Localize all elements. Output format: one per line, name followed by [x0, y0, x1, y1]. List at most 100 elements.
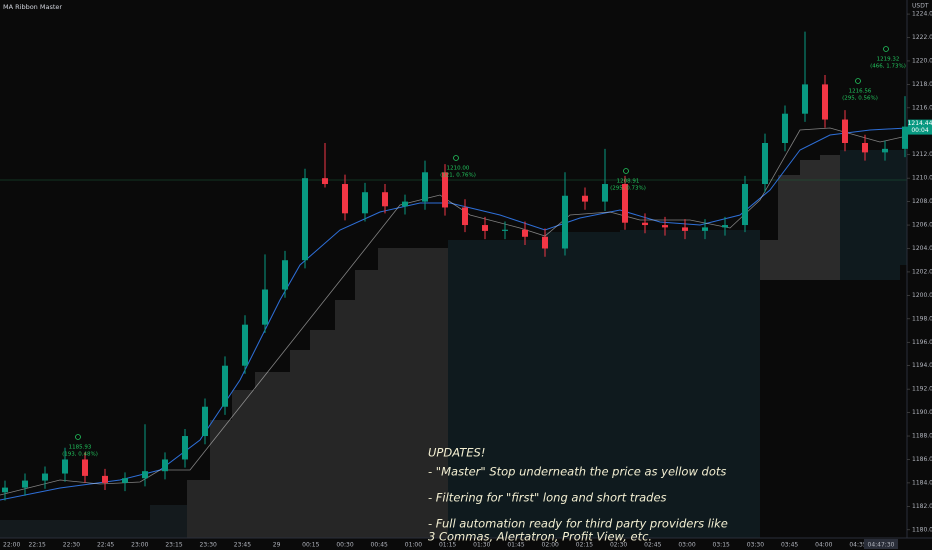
candle-body: [702, 227, 708, 231]
trade-price: 1216.56: [849, 89, 872, 95]
trade-detail: (295, 0.56%): [842, 96, 878, 102]
candle-body: [742, 184, 748, 226]
y-tick-label: 1190.00: [912, 409, 932, 416]
candle-body: [82, 459, 88, 476]
y-tick-label: 1220.00: [912, 57, 932, 64]
y-tick-label: 1202.00: [912, 268, 932, 275]
x-tick-label: 03:00: [678, 542, 695, 549]
x-tick-label: 23:00: [131, 542, 148, 549]
x-tick-label: 04:35: [849, 542, 866, 549]
y-tick-label: 1222.00: [912, 34, 932, 41]
x-tick-label: 01:30: [473, 542, 490, 549]
y-tick-label: 1188.00: [912, 433, 932, 440]
annotation-line: 3 Commas, Alertatron, Profit View, etc.: [428, 530, 652, 544]
stop-region: [760, 155, 840, 280]
candle-body: [722, 225, 728, 228]
candle-body: [202, 406, 208, 437]
x-tick-label: 01:00: [405, 542, 422, 549]
candle-body: [502, 229, 508, 231]
stop-region: [0, 505, 187, 538]
trade-price: 1208.91: [617, 179, 640, 185]
x-tick-label: 22:00: [3, 542, 20, 549]
currency-label: USDT: [912, 3, 929, 10]
candle-body: [602, 184, 608, 202]
trade-marker: [855, 78, 861, 84]
candle-body: [182, 436, 188, 460]
trade-marker: [453, 155, 459, 161]
x-tick-label: 03:15: [713, 542, 730, 549]
candle-body: [462, 207, 468, 226]
trade-detail: (295, 0.73%): [610, 186, 646, 192]
trade-price: 1185.93: [69, 445, 92, 451]
candle-body: [402, 201, 408, 207]
x-tick-label: 01:45: [507, 542, 524, 549]
x-tick-label: 00:30: [336, 542, 353, 549]
candle-body: [62, 459, 68, 474]
candle-body: [342, 184, 348, 214]
y-tick-label: 1210.00: [912, 175, 932, 182]
candle-body: [782, 113, 788, 143]
candle-body: [582, 195, 588, 202]
candle-body: [242, 324, 248, 366]
y-tick-label: 1182.00: [912, 503, 932, 510]
candle-body: [902, 126, 908, 149]
y-tick-label: 1198.00: [912, 315, 932, 322]
stop-region: [840, 150, 907, 280]
candle-body: [222, 365, 228, 407]
last-price-timer: 00:04: [911, 127, 928, 134]
candle-body: [422, 172, 428, 202]
trade-marker: [883, 46, 889, 52]
candle-body: [142, 471, 148, 479]
x-tick-label: 22:30: [63, 542, 80, 549]
candle-body: [642, 222, 648, 226]
candle-body: [562, 195, 568, 249]
x-tick-label: 01:15: [439, 542, 456, 549]
x-tick-label: 02:00: [542, 542, 559, 549]
candle-body: [42, 473, 48, 481]
x-tick-label: 04:00: [815, 542, 832, 549]
stop-region: [187, 248, 448, 538]
y-tick-label: 1200.00: [912, 292, 932, 299]
y-tick-label: 1206.00: [912, 222, 932, 229]
trade-price: 1219.32: [877, 57, 900, 63]
x-tick-label: 03:45: [781, 542, 798, 549]
candle-body: [2, 487, 8, 493]
candle-body: [122, 478, 128, 483]
candles: [2, 31, 908, 501]
candle-body: [262, 289, 268, 325]
candle-body: [302, 178, 308, 261]
candle-body: [482, 225, 488, 231]
y-tick-label: 1192.00: [912, 386, 932, 393]
x-tick-label: 02:30: [610, 542, 627, 549]
candle-body: [282, 260, 288, 290]
y-tick-label: 1224.00: [912, 11, 932, 18]
candle-body: [22, 480, 28, 488]
candle-body: [362, 192, 368, 214]
candle-body: [802, 84, 808, 114]
x-tick-label: 23:30: [200, 542, 217, 549]
crosshair-time-box: [864, 539, 898, 549]
x-tick-label: 29: [273, 542, 281, 549]
candle-body: [682, 227, 688, 231]
trade-marker: [623, 168, 629, 174]
ma-line: [0, 127, 908, 501]
x-tick-label: 00:15: [302, 542, 319, 549]
x-tick-label: 03:30: [747, 542, 764, 549]
x-tick-label: 02:15: [576, 542, 593, 549]
candle-body: [862, 142, 868, 153]
candle-body: [322, 178, 328, 185]
annotation-line: UPDATES!: [428, 446, 485, 460]
annotation-line: - Full automation ready for third party …: [428, 517, 728, 531]
y-tick-label: 1216.00: [912, 104, 932, 111]
annotation-line: - "Master" Stop underneath the price as …: [428, 465, 726, 479]
candle-body: [882, 148, 888, 153]
candle-body: [382, 192, 388, 207]
last-price-label: 1214.44: [908, 120, 932, 127]
x-tick-label: 23:15: [165, 542, 182, 549]
candle-body: [102, 475, 108, 483]
x-tick-label: 22:15: [29, 542, 46, 549]
trade-marker: [75, 434, 81, 440]
y-tick-label: 1186.00: [912, 456, 932, 463]
y-tick-label: 1212.00: [912, 151, 932, 158]
x-tick-label: 23:45: [234, 542, 251, 549]
